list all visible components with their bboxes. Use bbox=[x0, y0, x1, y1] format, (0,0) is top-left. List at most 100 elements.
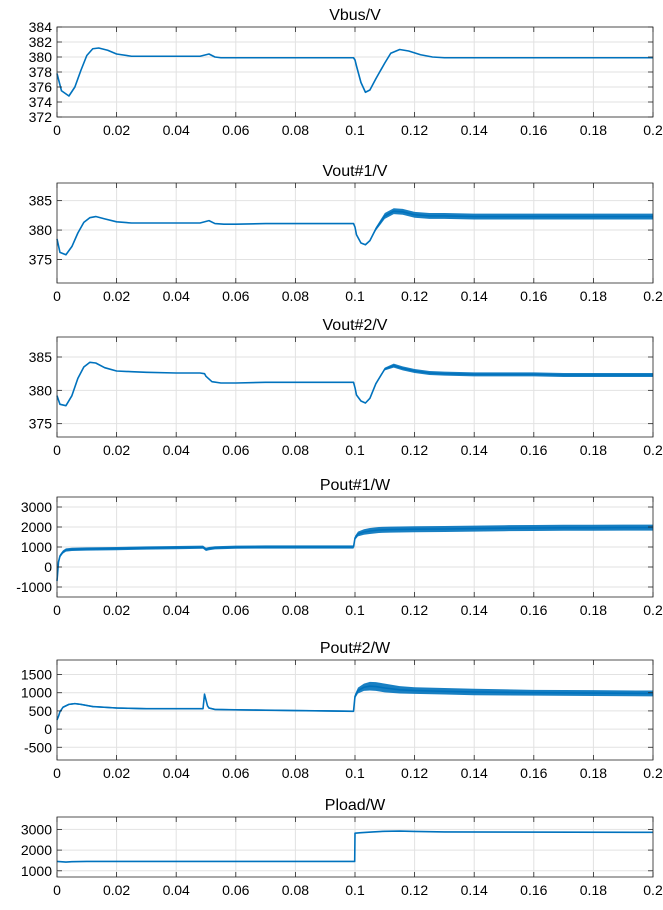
y-tick-label: 384 bbox=[29, 19, 53, 35]
x-tick-label: 0.2 bbox=[643, 882, 663, 898]
x-tick-label: 0.1 bbox=[345, 288, 365, 304]
series-line bbox=[56, 830, 654, 863]
y-tick-label: 378 bbox=[29, 64, 53, 80]
x-tick-label: 0.02 bbox=[103, 882, 130, 898]
y-tick-label: 1000 bbox=[21, 539, 52, 555]
x-tick-label: 0.1 bbox=[345, 442, 365, 458]
x-tick-label: 0.02 bbox=[103, 765, 130, 781]
x-tick-label: 0 bbox=[53, 442, 61, 458]
x-tick-label: 0.04 bbox=[163, 122, 190, 138]
x-tick-label: 0.18 bbox=[580, 765, 607, 781]
x-tick-label: 0.2 bbox=[643, 288, 663, 304]
x-tick-label: 0 bbox=[53, 602, 61, 618]
x-tick-label: 0 bbox=[53, 765, 61, 781]
x-tick-label: 0.2 bbox=[643, 442, 663, 458]
x-tick-label: 0.02 bbox=[103, 122, 130, 138]
x-tick-label: 0.14 bbox=[461, 602, 488, 618]
chart-panel-5: 0 0.02 0.04 0.06 0.08 0.1 0.12 0.14 0.16 0.18 0.2 1… bbox=[21, 797, 663, 898]
x-tick-label: 0.04 bbox=[163, 602, 190, 618]
y-tick-label: 0 bbox=[44, 559, 52, 575]
y-tick-label: 385 bbox=[29, 349, 53, 365]
x-tick-label: 0.2 bbox=[643, 602, 663, 618]
x-tick-label: 0.16 bbox=[520, 288, 547, 304]
chart-title: Pout#1/W bbox=[320, 477, 391, 494]
chart-title: Vout#2/V bbox=[323, 317, 388, 334]
chart-title: Pload/W bbox=[325, 797, 386, 814]
y-tick-label: 380 bbox=[29, 222, 53, 238]
x-tick-label: 0.18 bbox=[580, 442, 607, 458]
x-tick-label: 0.08 bbox=[282, 765, 309, 781]
x-tick-label: 0.16 bbox=[520, 765, 547, 781]
series-band bbox=[57, 681, 653, 720]
y-tick-label: 372 bbox=[29, 109, 53, 125]
y-tick-label: -500 bbox=[24, 739, 52, 755]
x-tick-label: 0.06 bbox=[222, 602, 249, 618]
y-tick-label: 376 bbox=[29, 79, 53, 95]
x-tick-label: 0 bbox=[53, 288, 61, 304]
y-tick-label: 374 bbox=[29, 94, 53, 110]
chart-panel-0: 0 0.02 0.04 0.06 0.08 0.1 0.12 0.14 0.16 0.18 0.2 3… bbox=[29, 7, 663, 138]
y-tick-label: 382 bbox=[29, 34, 53, 50]
series-band bbox=[57, 362, 653, 406]
x-tick-label: 0.06 bbox=[222, 122, 249, 138]
x-tick-label: 0.04 bbox=[163, 288, 190, 304]
y-tick-label: 385 bbox=[29, 193, 53, 209]
chart-panel-3: 0 0.02 0.04 0.06 0.08 0.1 0.12 0.14 0.16 0.18 0.2 -… bbox=[16, 477, 663, 618]
x-tick-label: 0.12 bbox=[401, 288, 428, 304]
x-tick-label: 0.18 bbox=[580, 602, 607, 618]
x-tick-label: 0.08 bbox=[282, 122, 309, 138]
x-tick-label: 0.18 bbox=[580, 882, 607, 898]
x-tick-label: 0.14 bbox=[461, 882, 488, 898]
x-tick-label: 0.16 bbox=[520, 882, 547, 898]
y-tick-label: 380 bbox=[29, 49, 53, 65]
y-tick-label: 380 bbox=[29, 382, 53, 398]
x-tick-label: 0.14 bbox=[461, 288, 488, 304]
chart-title: Pout#2/W bbox=[320, 640, 391, 657]
y-tick-label: 0 bbox=[44, 721, 52, 737]
x-tick-label: 0.1 bbox=[345, 882, 365, 898]
x-tick-label: 0.06 bbox=[222, 765, 249, 781]
chart-panel-2: 0 0.02 0.04 0.06 0.08 0.1 0.12 0.14 0.16 0.18 0.2 3… bbox=[29, 317, 663, 458]
x-tick-label: 0.16 bbox=[520, 602, 547, 618]
x-tick-label: 0.12 bbox=[401, 442, 428, 458]
x-tick-label: 0.04 bbox=[163, 882, 190, 898]
chart-panel-4: 0 0.02 0.04 0.06 0.08 0.1 0.12 0.14 0.16 0.18 0.2 -… bbox=[21, 640, 663, 781]
y-tick-label: 375 bbox=[29, 251, 53, 267]
x-tick-label: 0.1 bbox=[345, 765, 365, 781]
x-tick-label: 0.18 bbox=[580, 122, 607, 138]
x-tick-label: 0.04 bbox=[163, 442, 190, 458]
x-tick-label: 0.16 bbox=[520, 442, 547, 458]
x-tick-label: 0.12 bbox=[401, 882, 428, 898]
series-line bbox=[56, 526, 653, 582]
x-tick-label: 0.1 bbox=[345, 602, 365, 618]
x-tick-label: 0.14 bbox=[461, 765, 488, 781]
chart-panel-1: 0 0.02 0.04 0.06 0.08 0.1 0.12 0.14 0.16 0.18 0.2 3… bbox=[29, 163, 663, 304]
series-line bbox=[56, 210, 653, 256]
x-tick-label: 0.1 bbox=[345, 122, 365, 138]
x-tick-label: 0.04 bbox=[163, 765, 190, 781]
y-tick-label: 1000 bbox=[21, 685, 52, 701]
y-tick-label: 1000 bbox=[21, 863, 52, 879]
y-tick-label: 375 bbox=[29, 416, 53, 432]
x-tick-label: 0.12 bbox=[401, 602, 428, 618]
y-tick-label: -1000 bbox=[16, 579, 52, 595]
chart-title: Vout#1/V bbox=[323, 163, 388, 180]
chart-title: Vbus/V bbox=[329, 7, 381, 24]
x-tick-label: 0.18 bbox=[580, 288, 607, 304]
y-tick-label: 500 bbox=[29, 703, 53, 719]
x-tick-label: 0.02 bbox=[103, 602, 130, 618]
x-tick-label: 0.06 bbox=[222, 442, 249, 458]
x-tick-label: 0.08 bbox=[282, 442, 309, 458]
x-tick-label: 0.06 bbox=[222, 882, 249, 898]
series-line bbox=[56, 685, 654, 721]
x-tick-label: 0.08 bbox=[282, 602, 309, 618]
x-tick-label: 0.02 bbox=[103, 288, 130, 304]
x-tick-label: 0.12 bbox=[401, 765, 428, 781]
series-line bbox=[56, 361, 653, 407]
x-tick-label: 0.16 bbox=[520, 122, 547, 138]
x-tick-label: 0.14 bbox=[461, 122, 488, 138]
y-tick-label: 3000 bbox=[21, 499, 52, 515]
x-tick-label: 0.14 bbox=[461, 442, 488, 458]
y-tick-label: 1500 bbox=[21, 667, 52, 683]
